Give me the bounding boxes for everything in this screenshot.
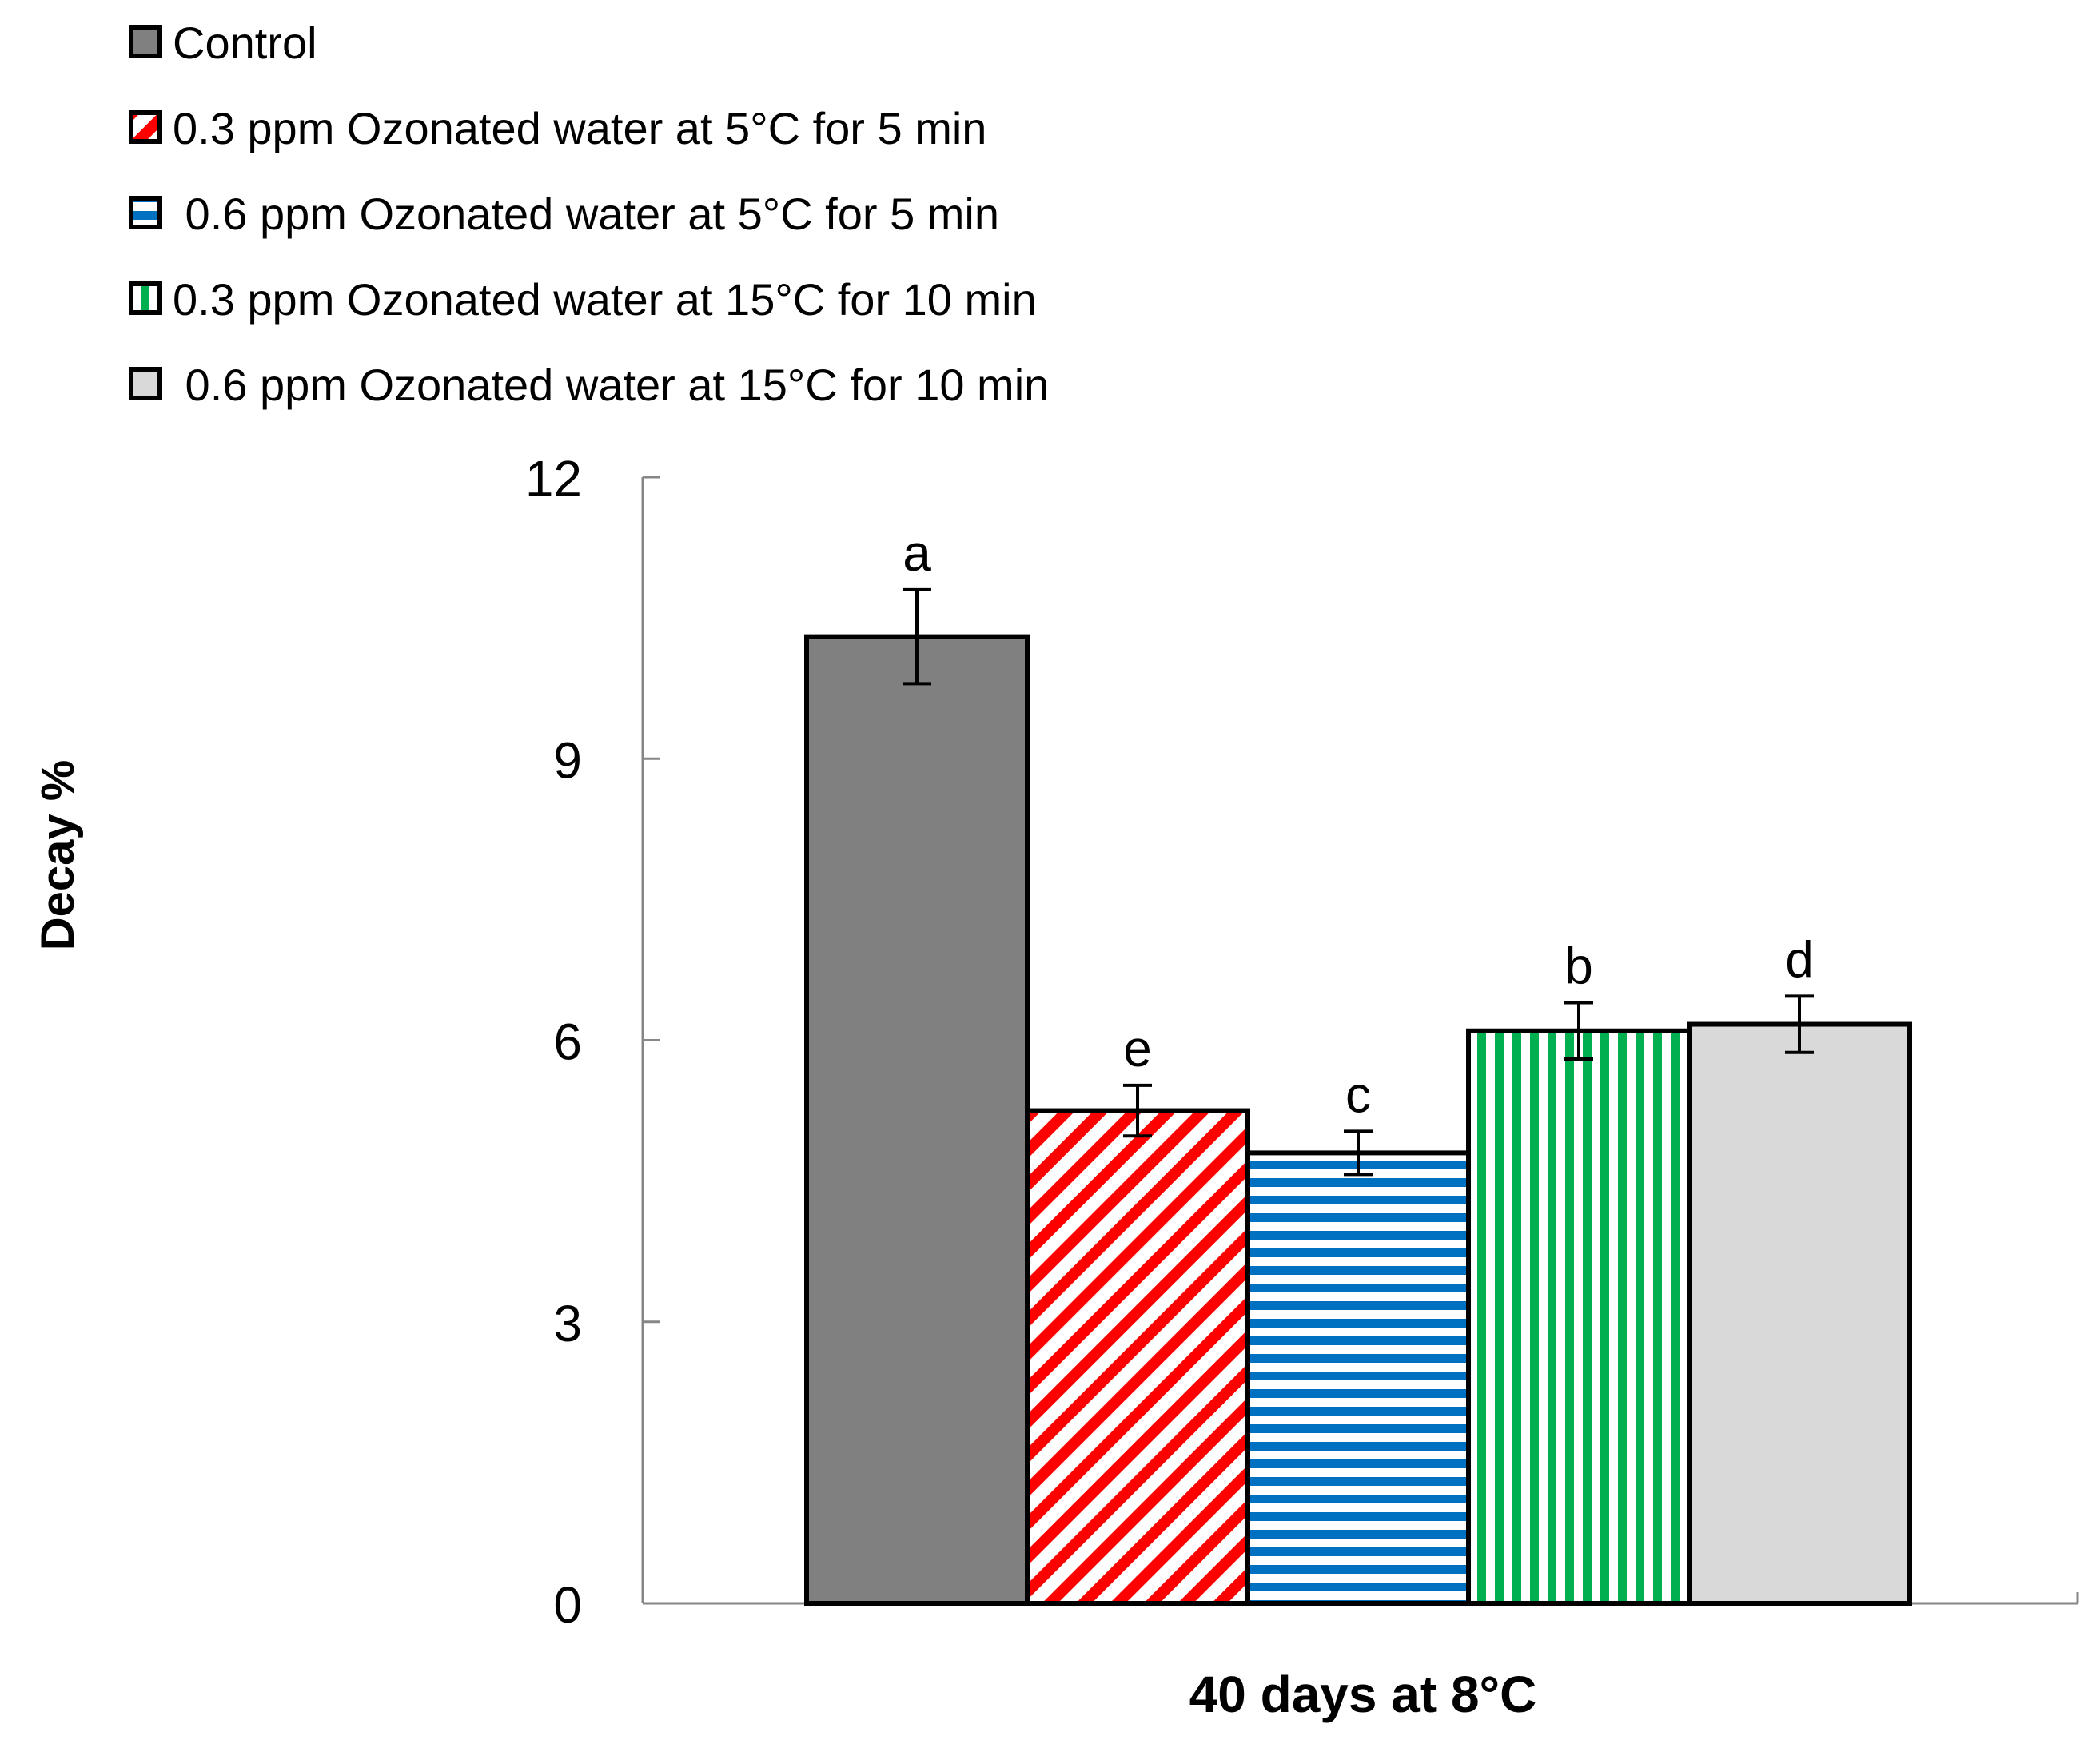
- bar-0-6-ppm-ozonated-water-at-15-c-for-10-min: [1687, 1021, 1912, 1606]
- error-bar-0-6-ppm-ozonated-water-at-5-c-for-5-min: [1344, 1129, 1373, 1177]
- bar-0-6-ppm-ozonated-water-at-5-c-for-5-min: [1245, 1150, 1471, 1606]
- y-ticks: 0 3 6 9 12: [525, 450, 660, 1634]
- legend-label: Control: [173, 18, 317, 68]
- legend-label: 0.3 ppm Ozonated water at 15°C for 10 mi…: [173, 274, 1037, 325]
- significance-letter-c: c: [1345, 1065, 1371, 1123]
- legend-swatch: [129, 25, 162, 58]
- x-axis-label: 40 days at 8°C: [1189, 1666, 1537, 1723]
- error-bar-control: [903, 587, 931, 686]
- legend-label: 0.6 ppm Ozonated water at 15°C for 10 mi…: [173, 360, 1049, 410]
- legend-label: 0.3 ppm Ozonated water at 5°C for 5 min: [173, 103, 986, 153]
- significance-letter-e: e: [1123, 1020, 1152, 1077]
- y-tick-label: 3: [553, 1295, 582, 1352]
- error-bar-0-3-ppm-ozonated-water-at-15-c-for-10-min: [1564, 1001, 1593, 1061]
- legend-item-0-6-ppm-ozonated-water-at-15-c-for-10-min: 0.6 ppm Ozonated water at 15°C for 10 mi…: [129, 360, 1049, 410]
- legend-swatch: [129, 281, 162, 315]
- y-tick-label: 0: [553, 1576, 582, 1634]
- y-tick-label: 6: [553, 1013, 582, 1071]
- legend-item-0-6-ppm-ozonated-water-at-5-c-for-5-min: 0.6 ppm Ozonated water at 5°C for 5 min: [129, 189, 999, 239]
- legend-item-control: Control: [129, 18, 317, 68]
- significance-letter-a: a: [903, 524, 931, 582]
- legend-swatch: [129, 196, 162, 229]
- y-tick-label: 12: [525, 450, 582, 508]
- bar-0-3-ppm-ozonated-water-at-5-c-for-5-min: [1025, 1108, 1250, 1606]
- bar-control: [804, 634, 1030, 1607]
- error-bars: [903, 587, 1814, 1177]
- y-axis-label: Decay %: [32, 760, 84, 951]
- legend-label: 0.6 ppm Ozonated water at 5°C for 5 min: [173, 189, 999, 239]
- legend-swatch: [129, 367, 162, 400]
- error-bar-0-6-ppm-ozonated-water-at-15-c-for-10-min: [1785, 994, 1814, 1054]
- significance-letter-d: d: [1785, 930, 1814, 988]
- legend-item-0-3-ppm-ozonated-water-at-15-c-for-10-min: 0.3 ppm Ozonated water at 15°C for 10 mi…: [129, 274, 1037, 325]
- bars: [804, 634, 1912, 1607]
- legend: Control 0.3 ppm Ozonated water at 5°C for…: [129, 18, 1049, 410]
- significance-letters: a e c b d: [903, 524, 1814, 1123]
- legend-swatch: [129, 110, 162, 144]
- significance-letter-b: b: [1564, 938, 1593, 995]
- legend-item-0-3-ppm-ozonated-water-at-5-c-for-5-min: 0.3 ppm Ozonated water at 5°C for 5 min: [129, 103, 986, 153]
- bar-0-3-ppm-ozonated-water-at-15-c-for-10-min: [1466, 1028, 1692, 1606]
- error-bar-0-3-ppm-ozonated-water-at-5-c-for-5-min: [1123, 1083, 1152, 1138]
- y-tick-label: 9: [553, 731, 582, 789]
